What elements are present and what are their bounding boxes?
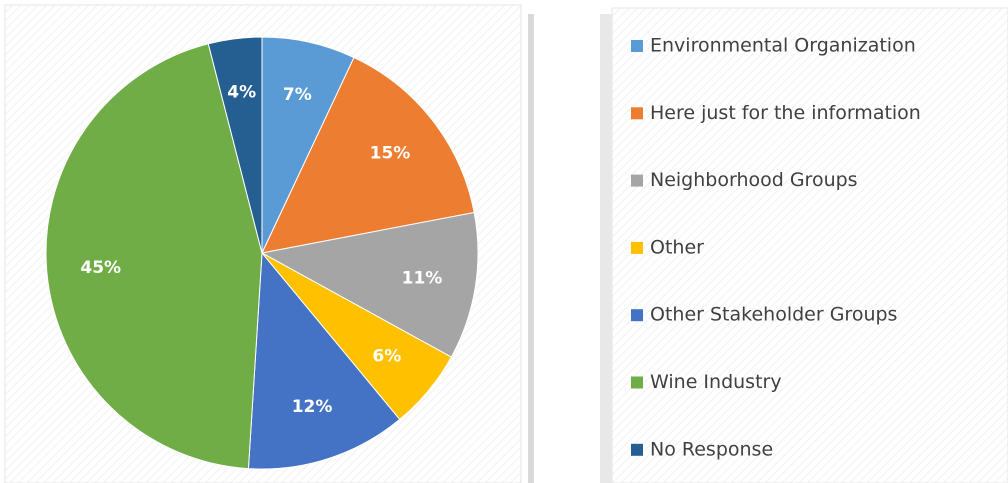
- legend-label: Here just for the information: [650, 102, 921, 124]
- legend-label: Other: [650, 236, 704, 258]
- panel-shadow: [600, 14, 612, 483]
- panel-shadow: [528, 14, 534, 483]
- data-label: 45%: [80, 258, 121, 278]
- legend-label: Wine Industry: [650, 371, 782, 393]
- legend-swatch: [631, 309, 643, 322]
- legend-label: No Response: [650, 438, 773, 460]
- legend-swatch: [631, 241, 643, 254]
- legend-label: Environmental Organization: [650, 35, 916, 57]
- pie-slice: [261, 56, 475, 254]
- data-label: 12%: [292, 397, 333, 417]
- data-label: 11%: [402, 268, 443, 288]
- legend-panel: [611, 7, 1008, 483]
- legend-swatch: [631, 443, 643, 456]
- data-label: 6%: [372, 346, 401, 366]
- data-label: 4%: [227, 82, 256, 102]
- legend-swatch: [631, 107, 643, 120]
- pie-slice: [260, 211, 479, 358]
- legend-swatch: [631, 40, 643, 52]
- pie-slice: [207, 36, 263, 254]
- pie: 7% 15% 11% 6% 12% 45% 4%: [45, 36, 479, 470]
- legend: Environmental Organization Here just for …: [631, 35, 921, 460]
- pie-slice: [45, 43, 263, 470]
- data-label: 15%: [370, 144, 411, 164]
- legend-swatch: [631, 174, 643, 187]
- pie-slice: [247, 251, 401, 470]
- legend-swatch: [631, 376, 643, 389]
- legend-label: Other Stakeholder Groups: [650, 304, 897, 326]
- data-label: 7%: [283, 85, 312, 105]
- legend-label: Neighborhood Groups: [650, 169, 858, 191]
